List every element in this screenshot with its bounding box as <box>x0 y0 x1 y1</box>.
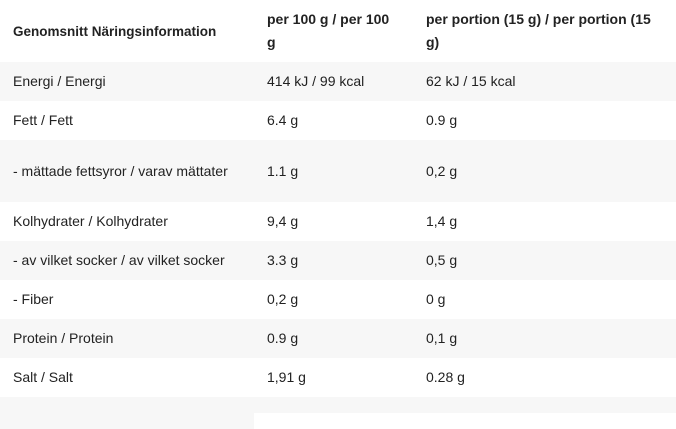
table-row: - av vilket socker / av vilket socker 3.… <box>0 241 676 280</box>
nutrient-name: Fett / Fett <box>0 101 254 140</box>
table-footer-band <box>0 397 676 413</box>
nutrient-name: Kolhydrater / Kolhydrater <box>0 202 254 241</box>
value-per-portion: 1,4 g <box>413 202 676 241</box>
value-per-portion: 62 kJ / 15 kcal <box>413 62 676 101</box>
value-per-100g: 1,91 g <box>254 358 413 397</box>
value-per-100g: 9,4 g <box>254 202 413 241</box>
nutrient-name: - av vilket socker / av vilket socker <box>0 241 254 280</box>
nutrient-name: Protein / Protein <box>0 319 254 358</box>
value-per-100g: 3.3 g <box>254 241 413 280</box>
value-per-100g: 1.1 g <box>254 140 413 202</box>
table-row: Protein / Protein 0.9 g 0,1 g <box>0 319 676 358</box>
table-header-row: Genomsnitt Näringsinformation per 100 g … <box>0 0 676 62</box>
value-per-portion: 0.28 g <box>413 358 676 397</box>
table-row: Kolhydrater / Kolhydrater 9,4 g 1,4 g <box>0 202 676 241</box>
value-per-100g: 0,2 g <box>254 280 413 319</box>
table-row: - Fiber 0,2 g 0 g <box>0 280 676 319</box>
value-per-100g: 414 kJ / 99 kcal <box>254 62 413 101</box>
table-footer-band-lower <box>0 413 254 429</box>
column-header-per-portion: per portion (15 g) / per portion (15 g) <box>413 0 676 62</box>
value-per-100g: 6.4 g <box>254 101 413 140</box>
value-per-portion: 0,2 g <box>413 140 676 202</box>
value-per-portion: 0 g <box>413 280 676 319</box>
table-row: Salt / Salt 1,91 g 0.28 g <box>0 358 676 397</box>
nutrient-name: Salt / Salt <box>0 358 254 397</box>
value-per-portion: 0,1 g <box>413 319 676 358</box>
nutrition-table: Genomsnitt Näringsinformation per 100 g … <box>0 0 676 397</box>
column-header-per-100g: per 100 g / per 100 g <box>254 0 413 62</box>
value-per-portion: 0.9 g <box>413 101 676 140</box>
nutrient-name: - Fiber <box>0 280 254 319</box>
value-per-portion: 0,5 g <box>413 241 676 280</box>
table-row: Fett / Fett 6.4 g 0.9 g <box>0 101 676 140</box>
value-per-100g: 0.9 g <box>254 319 413 358</box>
table-row: Energi / Energi 414 kJ / 99 kcal 62 kJ /… <box>0 62 676 101</box>
column-header-nutrient: Genomsnitt Näringsinformation <box>0 0 254 62</box>
nutrient-name: - mättade fettsyror / varav mättater <box>0 140 254 202</box>
table-row: - mättade fettsyror / varav mättater 1.1… <box>0 140 676 202</box>
nutrient-name: Energi / Energi <box>0 62 254 101</box>
